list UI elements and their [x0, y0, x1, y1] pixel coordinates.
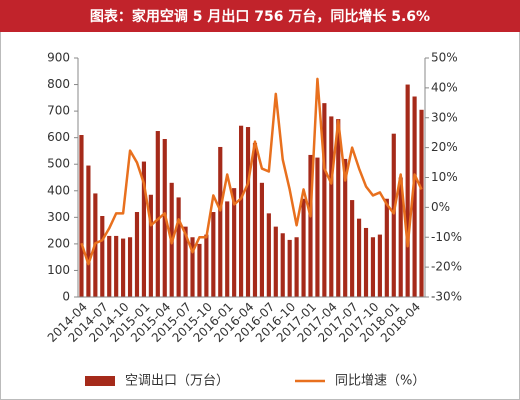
bar: [280, 233, 285, 297]
bar: [350, 200, 355, 297]
bar: [315, 157, 320, 297]
y-tick-label: 800: [47, 77, 70, 91]
y2-tick-label: 50%: [431, 51, 458, 65]
bar: [127, 237, 133, 297]
bar: [336, 119, 341, 297]
bar: [107, 235, 112, 297]
y2-tick-label: -30%: [431, 290, 462, 304]
bar: [266, 213, 271, 297]
y-tick-label: 900: [47, 51, 70, 65]
bar: [259, 182, 264, 297]
bar: [218, 146, 223, 297]
bar: [141, 161, 147, 297]
bar: [197, 243, 202, 297]
bar: [370, 237, 376, 297]
bar: [343, 158, 348, 297]
bar: [356, 218, 362, 297]
bar: [405, 84, 410, 297]
bar: [204, 234, 209, 297]
bar: [398, 177, 403, 297]
y-tick-label: 600: [47, 130, 70, 144]
bar: [301, 198, 306, 297]
y2-tick-label: -10%: [431, 230, 462, 244]
line: [80, 77, 423, 266]
bar: [384, 198, 389, 297]
bar: [211, 212, 216, 297]
bar: [225, 201, 230, 297]
bar: [183, 226, 188, 297]
bar: [308, 154, 313, 297]
bar: [239, 125, 244, 297]
bar: [155, 131, 160, 297]
bar: [79, 135, 84, 297]
y-tick-label: 0: [62, 290, 70, 304]
bar: [121, 238, 126, 297]
y2-tick-label: 0%: [431, 200, 450, 214]
legend-swatch: [85, 376, 115, 386]
y2-tick-label: -20%: [431, 260, 462, 274]
bar: [329, 116, 334, 297]
y-tick-label: 700: [47, 104, 70, 118]
legend-label: 空调出口（万台）: [125, 374, 229, 389]
bar: [412, 96, 417, 297]
y-tick-label: 200: [47, 236, 70, 250]
bar: [134, 212, 140, 297]
bar: [419, 109, 424, 298]
y2-tick-label: 40%: [431, 80, 458, 94]
bar: [391, 133, 396, 297]
bar: [114, 235, 119, 297]
title-banner: [0, 0, 520, 32]
bar: [294, 237, 299, 297]
y-tick-label: 100: [47, 263, 70, 277]
chart-title: 图表：家用空调 5 月出口 756 万台，同比增长 5.6%: [90, 8, 430, 25]
bar: [176, 197, 181, 297]
legend-label: 同比增速（%）: [335, 374, 425, 389]
bar: [245, 127, 251, 298]
bar: [100, 216, 105, 297]
bar: [363, 227, 369, 297]
y2-tick-label: 30%: [431, 110, 458, 124]
bar: [190, 237, 195, 297]
bar: [252, 142, 258, 297]
y2-tick-label: 10%: [431, 170, 458, 184]
bar: [86, 165, 91, 297]
bar: [148, 194, 153, 297]
bar: [322, 103, 327, 298]
bar: [377, 234, 382, 297]
bar: [232, 188, 237, 297]
bar: [273, 226, 278, 297]
y2-tick-label: 20%: [431, 140, 458, 154]
y-tick-label: 300: [47, 210, 70, 224]
bar: [287, 239, 292, 297]
y-tick-label: 500: [47, 157, 70, 171]
y-tick-label: 400: [47, 183, 70, 197]
